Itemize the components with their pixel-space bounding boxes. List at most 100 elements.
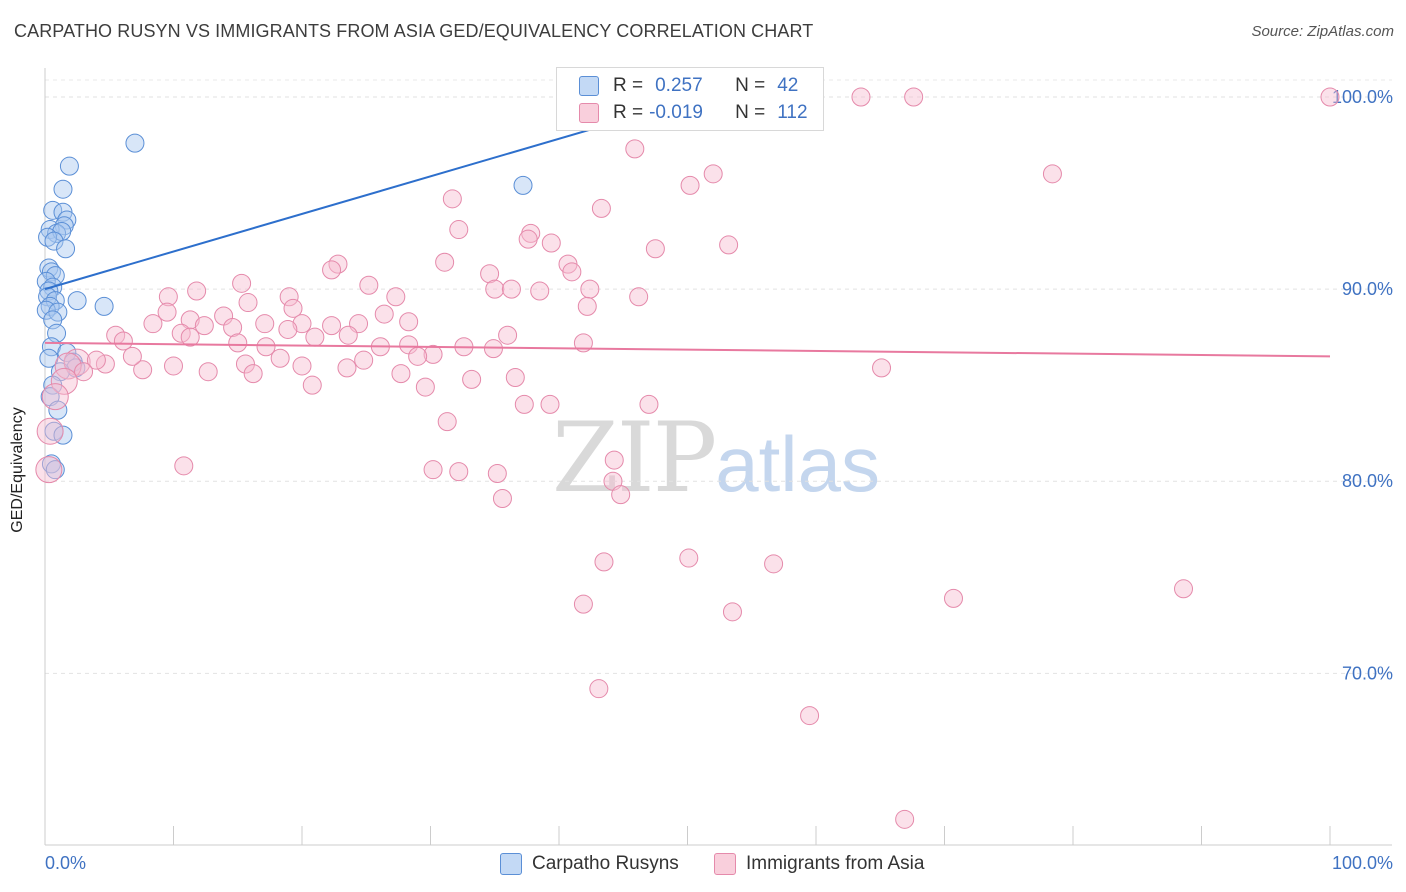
point-immigrants-asia bbox=[198, 362, 218, 382]
asia-r-value: -0.019 bbox=[649, 102, 703, 123]
point-immigrants-asia bbox=[573, 594, 593, 614]
point-immigrants-asia bbox=[292, 314, 312, 334]
point-immigrants-asia bbox=[283, 298, 303, 318]
point-immigrants-asia bbox=[722, 602, 742, 622]
point-immigrants-asia bbox=[187, 281, 207, 301]
trend-line-immigrants-asia bbox=[44, 341, 1331, 358]
point-immigrants-asia bbox=[223, 318, 243, 338]
point-immigrants-asia bbox=[530, 281, 550, 301]
point-immigrants-asia bbox=[164, 356, 183, 376]
y-tick-label: 80.0% bbox=[1342, 471, 1393, 491]
point-immigrants-asia bbox=[322, 260, 342, 280]
point-immigrants-asia bbox=[904, 87, 924, 107]
point-immigrants-asia bbox=[577, 296, 597, 316]
point-immigrants-asia bbox=[322, 316, 342, 336]
y-tick-label: 100.0% bbox=[1332, 87, 1393, 107]
x-tick-label-min: 0.0% bbox=[45, 853, 86, 873]
point-immigrants-asia bbox=[703, 164, 723, 184]
asia-n-value: 112 bbox=[777, 102, 808, 123]
point-carpatho-rusyns bbox=[56, 239, 76, 259]
point-immigrants-asia bbox=[194, 316, 214, 336]
asia-n-label: N = bbox=[735, 102, 766, 123]
point-immigrants-asia bbox=[483, 339, 503, 359]
point-immigrants-asia bbox=[386, 287, 406, 307]
point-immigrants-asia bbox=[157, 302, 177, 322]
point-immigrants-asia bbox=[133, 360, 153, 380]
point-immigrants-asia bbox=[487, 464, 507, 484]
point-carpatho-rusyns bbox=[44, 231, 64, 251]
point-immigrants-asia bbox=[611, 485, 631, 505]
legend-rusyns-swatch bbox=[500, 853, 522, 875]
point-immigrants-asia bbox=[645, 239, 665, 259]
point-immigrants-asia bbox=[391, 364, 411, 384]
rusyns-n-value: 42 bbox=[777, 75, 799, 96]
point-immigrants-asia bbox=[719, 235, 739, 255]
point-immigrants-asia bbox=[86, 350, 106, 370]
point-immigrants-asia bbox=[573, 333, 593, 353]
point-immigrants-asia bbox=[256, 337, 276, 357]
point-carpatho-rusyns bbox=[59, 156, 79, 176]
point-immigrants-asia bbox=[518, 229, 538, 249]
point-carpatho-rusyns bbox=[67, 291, 87, 311]
point-immigrants-asia bbox=[639, 394, 659, 414]
point-immigrants-asia bbox=[423, 460, 443, 480]
legend-item-asia: Immigrants from Asia bbox=[714, 850, 924, 878]
point-immigrants-asia bbox=[423, 344, 443, 364]
point-immigrants-asia bbox=[35, 456, 63, 484]
source-label: Source: ZipAtlas.com bbox=[1251, 23, 1394, 40]
point-immigrants-asia bbox=[232, 273, 252, 293]
point-immigrants-asia bbox=[180, 327, 200, 347]
point-immigrants-asia bbox=[302, 375, 322, 395]
point-immigrants-asia bbox=[589, 679, 609, 699]
watermark: ZIPatlas bbox=[552, 402, 880, 514]
point-immigrants-asia bbox=[442, 189, 462, 209]
watermark-atlas: atlas bbox=[715, 420, 880, 508]
point-immigrants-asia bbox=[180, 310, 200, 330]
point-immigrants-asia bbox=[235, 354, 255, 374]
point-immigrants-asia bbox=[338, 325, 358, 345]
point-immigrants-asia bbox=[462, 369, 482, 389]
point-immigrants-asia bbox=[36, 417, 64, 445]
point-immigrants-asia bbox=[872, 358, 892, 378]
point-immigrants-asia bbox=[594, 552, 614, 572]
point-immigrants-asia bbox=[374, 304, 394, 324]
point-carpatho-rusyns bbox=[48, 400, 68, 420]
point-carpatho-rusyns bbox=[125, 133, 145, 153]
point-carpatho-rusyns bbox=[53, 179, 73, 199]
rusyns-swatch bbox=[579, 76, 599, 96]
point-immigrants-asia bbox=[435, 252, 455, 272]
legend-asia-label: Immigrants from Asia bbox=[746, 853, 925, 874]
y-tick-label: 70.0% bbox=[1342, 663, 1393, 683]
point-immigrants-asia bbox=[449, 220, 469, 240]
point-immigrants-asia bbox=[480, 264, 500, 284]
legend-rusyns-label: Carpatho Rusyns bbox=[532, 853, 679, 874]
point-immigrants-asia bbox=[359, 275, 379, 295]
trend-line-carpatho-rusyns bbox=[44, 115, 637, 291]
point-immigrants-asia bbox=[680, 175, 700, 195]
point-immigrants-asia bbox=[498, 325, 518, 345]
point-immigrants-asia bbox=[895, 809, 915, 829]
point-immigrants-asia bbox=[1042, 164, 1062, 184]
point-immigrants-asia bbox=[604, 450, 624, 470]
point-immigrants-asia bbox=[122, 346, 142, 366]
point-immigrants-asia bbox=[292, 356, 312, 376]
rusyns-n-label: N = bbox=[735, 75, 766, 96]
point-immigrants-asia bbox=[415, 377, 435, 397]
point-immigrants-asia bbox=[337, 358, 357, 378]
legend-item-rusyns: Carpatho Rusyns bbox=[500, 850, 679, 878]
point-carpatho-rusyns bbox=[36, 300, 56, 320]
watermark-zip: ZIP bbox=[552, 402, 717, 514]
point-immigrants-asia bbox=[501, 279, 521, 299]
point-immigrants-asia bbox=[679, 548, 699, 568]
legend-asia-swatch bbox=[714, 853, 736, 875]
point-immigrants-asia bbox=[305, 327, 325, 347]
asia-r-label: R = bbox=[613, 102, 644, 123]
point-carpatho-rusyns bbox=[45, 460, 65, 480]
rusyns-r-value: 0.257 bbox=[655, 75, 703, 96]
stats-row-asia: R = -0.019 N = 112 bbox=[579, 100, 808, 126]
point-carpatho-rusyns bbox=[94, 296, 114, 316]
point-immigrants-asia bbox=[629, 287, 649, 307]
point-carpatho-rusyns bbox=[41, 262, 61, 282]
point-immigrants-asia bbox=[399, 312, 419, 332]
point-immigrants-asia bbox=[1174, 579, 1194, 599]
